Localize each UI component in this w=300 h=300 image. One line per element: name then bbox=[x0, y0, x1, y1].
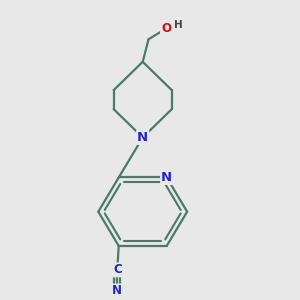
Text: H: H bbox=[174, 20, 182, 30]
Text: N: N bbox=[137, 131, 148, 144]
Text: C: C bbox=[113, 263, 122, 276]
Text: N: N bbox=[112, 284, 122, 298]
Text: O: O bbox=[161, 22, 171, 35]
Text: N: N bbox=[161, 171, 172, 184]
